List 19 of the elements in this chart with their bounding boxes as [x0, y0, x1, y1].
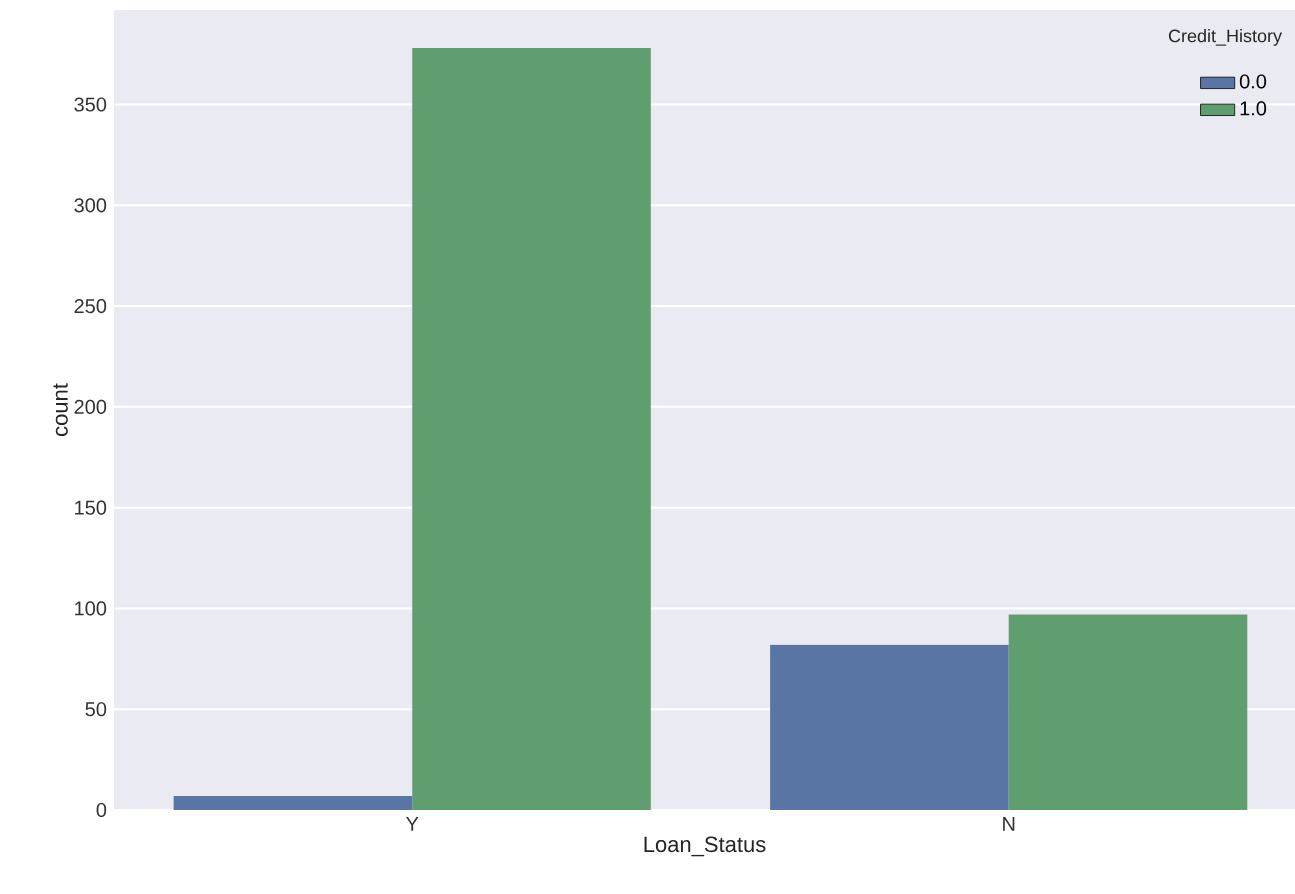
bar — [770, 644, 1009, 810]
legend-title: Credit_History — [1168, 29, 1282, 46]
bar — [173, 795, 413, 810]
y-tick-label: 0 — [96, 802, 107, 818]
y-tick-label: 250 — [74, 299, 107, 314]
bar — [1008, 614, 1248, 810]
legend-label: 0.0 — [1239, 74, 1267, 89]
y-tick-label: 50 — [85, 702, 107, 717]
x-axis-title: Loan_Status — [644, 836, 766, 857]
bar — [412, 48, 651, 810]
x-tick-label: Y — [406, 817, 419, 831]
y-tick-label: 350 — [74, 97, 107, 112]
y-tick-label: 150 — [75, 500, 107, 515]
y-tick-label: 100 — [75, 601, 107, 616]
legend-label: 1.0 — [1240, 101, 1267, 116]
y-axis-title: count — [53, 383, 68, 436]
y-tick-label: 200 — [74, 399, 107, 414]
x-tick-label: N — [1003, 817, 1015, 831]
y-tick-label: 300 — [74, 198, 107, 213]
